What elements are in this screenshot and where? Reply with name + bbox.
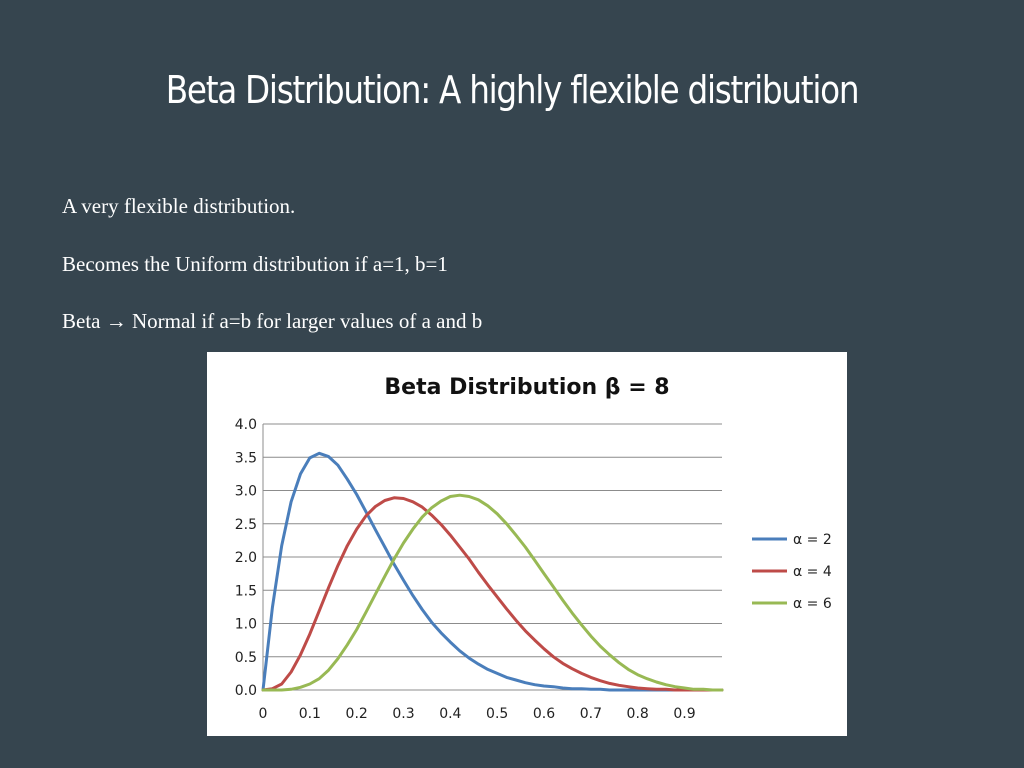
y-tick-label: 3.0 [235, 484, 257, 500]
legend-label: α = 2 [793, 532, 832, 548]
y-tick-label: 0.5 [235, 650, 257, 666]
x-tick-label: 0.4 [439, 706, 461, 722]
bullet-text-flexible: A very flexible distribution. [62, 194, 296, 218]
x-tick-label: 0.8 [627, 706, 649, 722]
x-tick-label: 0.1 [299, 706, 321, 722]
y-tick-label: 4.0 [235, 417, 257, 433]
series-line-alpha-6 [261, 493, 724, 692]
x-tick-label: 0.3 [392, 706, 414, 722]
chart-legend: α = 2 α = 4 α = 6 [752, 532, 832, 612]
series-line-alpha-4 [261, 496, 724, 692]
y-tick-label: 1.5 [235, 583, 257, 599]
bullet-text-normal: Beta → Normal if a=b for larger values o… [62, 309, 483, 333]
x-tick-label: 0 [259, 706, 268, 722]
y-tick-label: 3.5 [235, 450, 257, 466]
y-tick-label: 2.5 [235, 517, 257, 533]
y-tick-label: 2.0 [235, 550, 257, 566]
x-tick-label: 0.6 [533, 706, 555, 722]
chart-title: Beta Distribution β = 8 [384, 375, 669, 400]
chart-series [261, 451, 724, 692]
y-tick-label: 1.0 [235, 617, 257, 633]
series-line-alpha-2 [261, 451, 724, 692]
x-tick-label: 0.7 [580, 706, 602, 722]
slide-title: Beta Distribution: A highly flexible dis… [165, 68, 860, 112]
y-tick-label: 0.0 [235, 683, 257, 699]
legend-label: α = 4 [793, 564, 832, 580]
x-tick-label: 0.9 [673, 706, 695, 722]
beta-chart: Beta Distribution β = 8 0.0 0.5 1.0 1.5 2.0 2… [207, 352, 847, 736]
x-tick-label: 0.5 [486, 706, 508, 722]
chart-axes: 0.0 0.5 1.0 1.5 2.0 2.5 3.0 3.5 4.0 0 0.1 0.2 0.3 0.4… [235, 417, 722, 722]
beta-chart-svg: Beta Distribution β = 8 0.0 0.5 1.0 1.5 2.0 2… [235, 375, 832, 722]
bullet-text-uniform: Becomes the Uniform distribution if a=1,… [62, 252, 448, 276]
x-tick-label: 0.2 [346, 706, 368, 722]
legend-label: α = 6 [793, 596, 832, 612]
